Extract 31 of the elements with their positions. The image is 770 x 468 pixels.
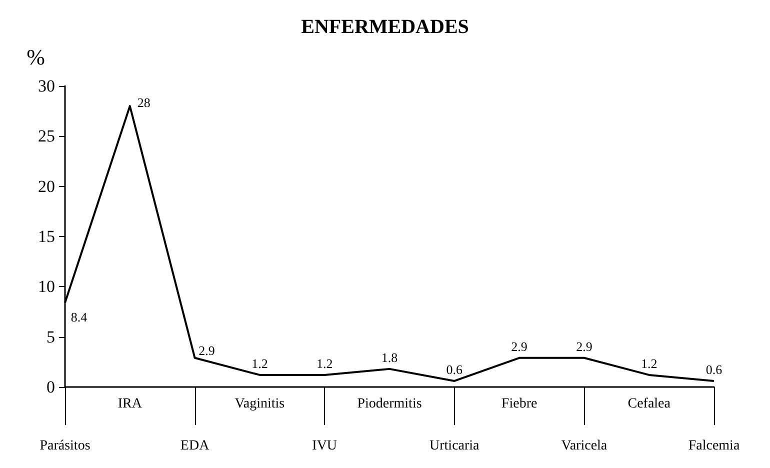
x-tick-label: Fiebre <box>501 396 538 412</box>
x-tick-label: EDA <box>180 438 210 454</box>
x-tick-label: Falcemia <box>688 438 740 454</box>
data-label: 28 <box>137 95 150 110</box>
y-tick-label: 15 <box>38 227 55 246</box>
y-tick-label: 25 <box>38 126 55 146</box>
data-label: 1.8 <box>381 350 398 365</box>
data-label: 2.9 <box>198 342 215 358</box>
x-tick-label: IRA <box>118 396 143 412</box>
data-label: 1.2 <box>640 356 658 371</box>
x-tick-label: Parásitos <box>40 438 90 454</box>
x-tick-label: Piodermitis <box>357 396 422 412</box>
y-tick-label: 30 <box>38 76 55 96</box>
chart-title: ENFERMEDADES <box>301 16 469 38</box>
data-label: 2.9 <box>511 338 528 354</box>
x-tick-label: Cefalea <box>628 396 672 412</box>
x-tick-label: IVU <box>312 438 338 454</box>
y-tick-label: 0 <box>46 378 55 396</box>
x-tick-label: Vaginitis <box>234 396 285 412</box>
y-tick-label: 20 <box>38 176 55 196</box>
data-label: 1.2 <box>252 356 268 371</box>
x-tick-label: Urticaria <box>430 438 480 454</box>
data-label: 8.4 <box>70 310 88 325</box>
data-label: 0.6 <box>706 362 723 377</box>
data-label: 1.2 <box>316 356 333 371</box>
data-label: 2.9 <box>576 338 592 354</box>
y-tick-label: 10 <box>38 277 55 296</box>
y-axis-title: % <box>26 44 45 70</box>
x-tick-label: Varicela <box>561 438 608 454</box>
y-tick-label: 5 <box>46 327 55 346</box>
data-label: 0.6 <box>446 362 464 377</box>
